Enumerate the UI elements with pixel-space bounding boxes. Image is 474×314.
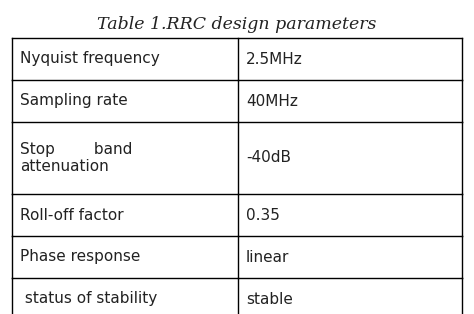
Text: 0.35: 0.35 xyxy=(246,208,280,223)
Text: Sampling rate: Sampling rate xyxy=(20,94,128,109)
Text: Table 1.RRC design parameters: Table 1.RRC design parameters xyxy=(97,16,377,33)
Text: Phase response: Phase response xyxy=(20,250,140,264)
Text: Nyquist frequency: Nyquist frequency xyxy=(20,51,160,67)
Text: stable: stable xyxy=(246,291,293,306)
Text: linear: linear xyxy=(246,250,289,264)
Text: Stop        band
attenuation: Stop band attenuation xyxy=(20,142,132,174)
Text: 2.5MHz: 2.5MHz xyxy=(246,51,303,67)
Text: Roll-off factor: Roll-off factor xyxy=(20,208,124,223)
Text: 40MHz: 40MHz xyxy=(246,94,298,109)
Text: status of stability: status of stability xyxy=(20,291,157,306)
Text: -40dB: -40dB xyxy=(246,150,291,165)
